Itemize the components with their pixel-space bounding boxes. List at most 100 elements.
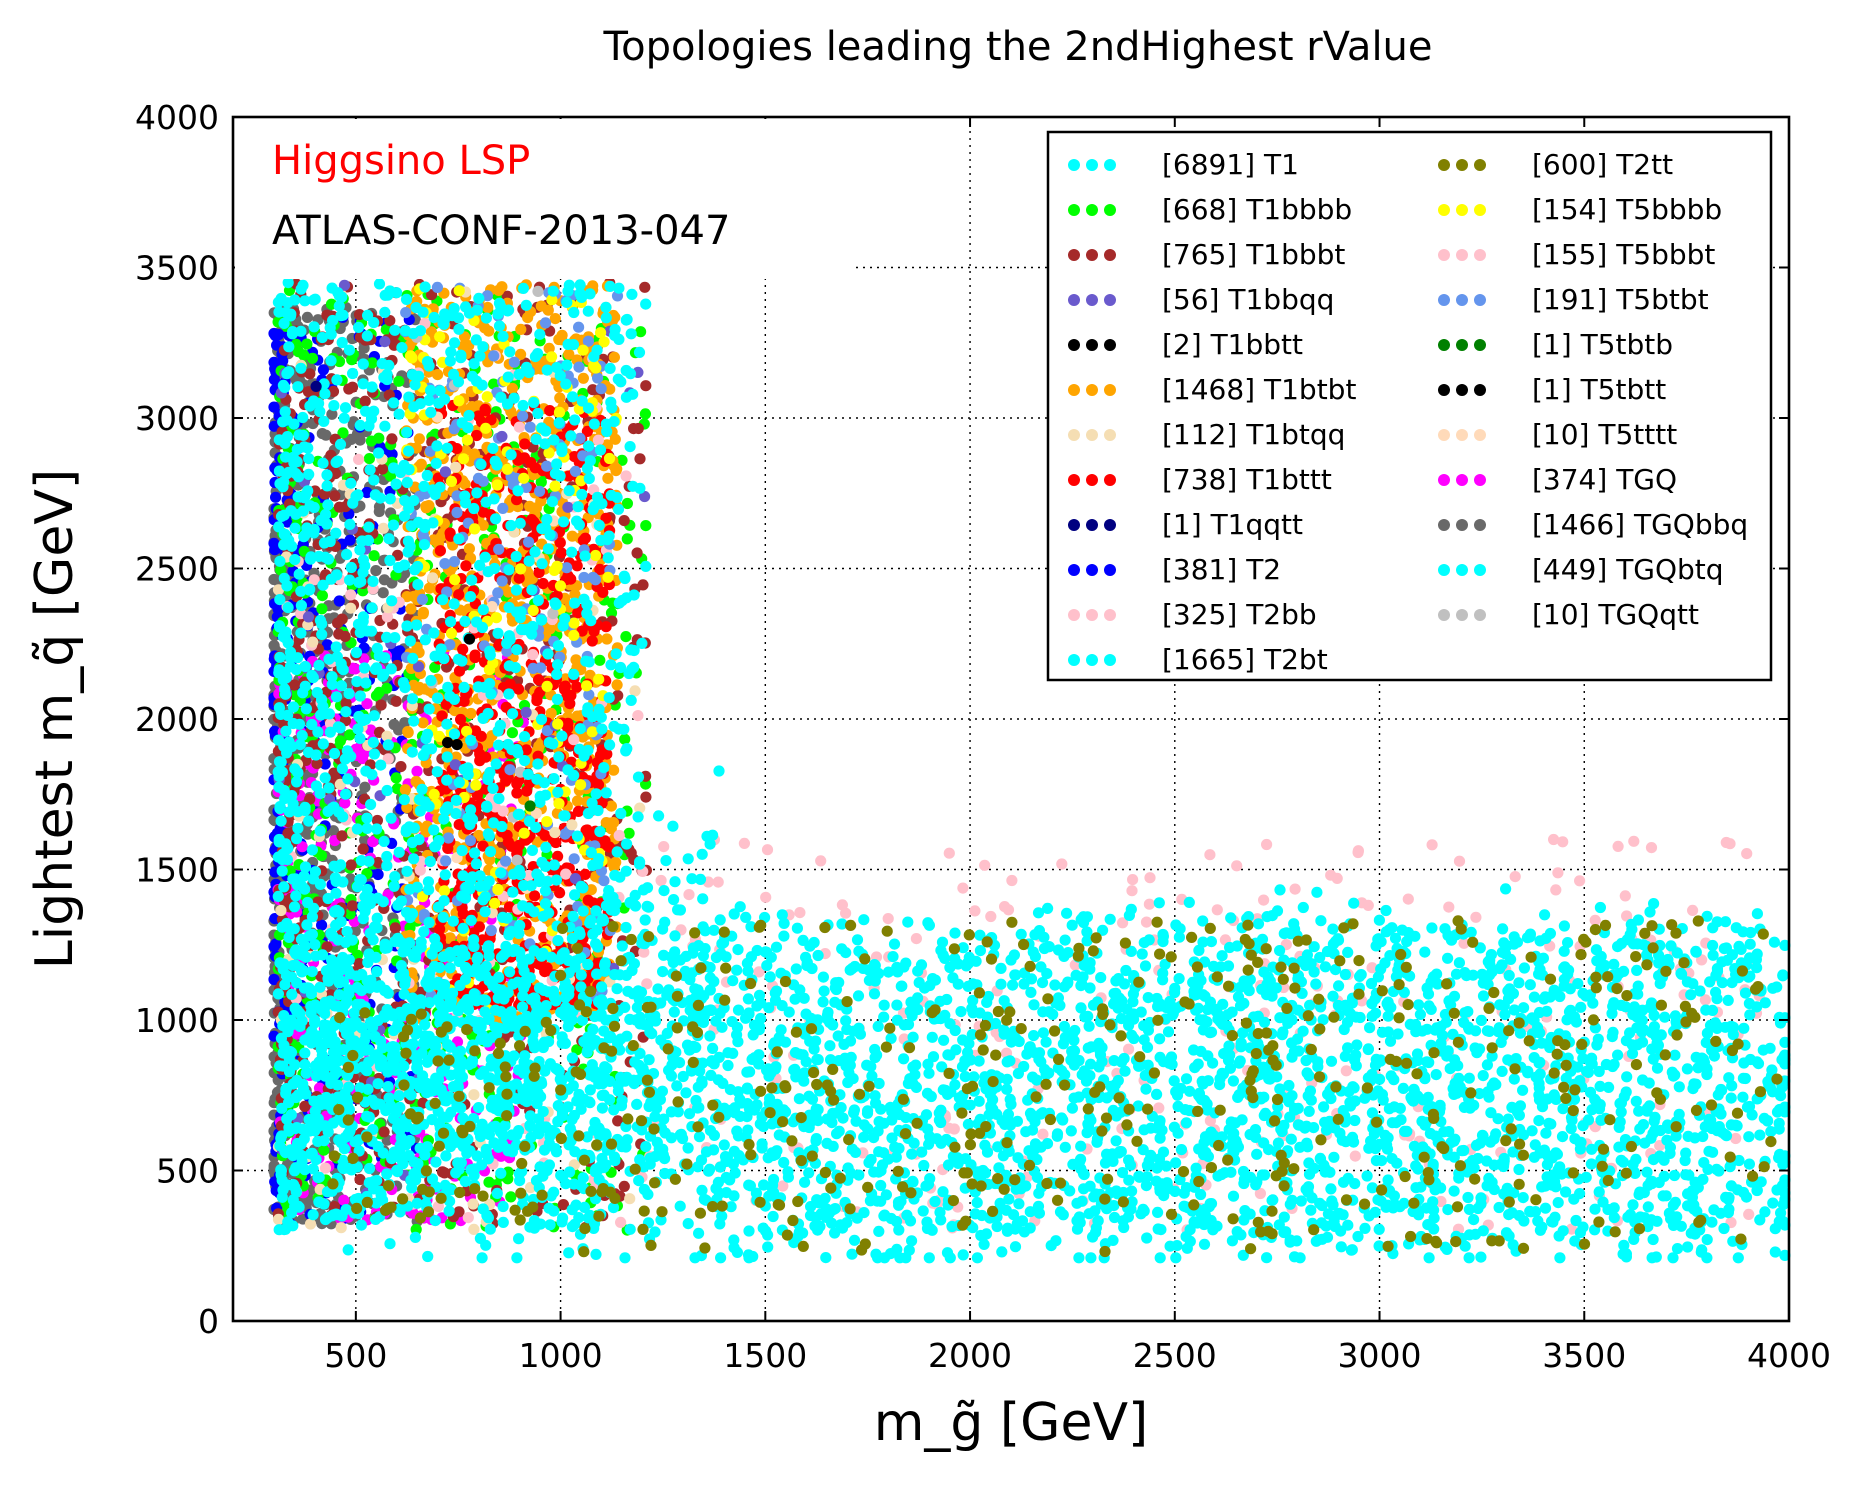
data-point-t1bbqq <box>521 707 532 718</box>
data-point-t5bbbb <box>470 780 481 791</box>
data-point-t1btbt <box>417 717 428 728</box>
data-point-t1bbbt <box>619 1181 630 1192</box>
data-point-t1bbbb <box>507 727 518 738</box>
data-point-t1bbbt <box>336 830 347 841</box>
data-point-t5bbbt <box>762 844 773 855</box>
data-point-t5bbbb <box>593 674 604 685</box>
data-point-t2bt <box>440 869 451 880</box>
data-point-t2bt <box>351 647 362 658</box>
data-point-t5bbbb <box>554 407 565 418</box>
data-point-t5bbbb <box>489 898 500 909</box>
data-point-t2bb <box>320 1163 331 1174</box>
data-point-t5bbbb <box>453 395 464 406</box>
chart-title: Topologies leading the 2ndHighest rValue <box>602 24 1432 70</box>
data-point-t5bbbt <box>837 899 848 910</box>
data-point-t1bbbb <box>346 354 357 365</box>
data-point-t5bbbb <box>555 580 566 591</box>
data-point-t1bttt <box>434 924 445 935</box>
data-point-t5bbbb <box>446 628 457 639</box>
data-point-t2bt <box>394 847 405 858</box>
data-point-t1bbbt <box>640 380 651 391</box>
data-point-t1btbt <box>479 322 490 333</box>
data-point-t1btbt <box>400 784 411 795</box>
data-point-t1btbt <box>533 741 544 752</box>
data-point-t1bbbb <box>483 1177 494 1188</box>
data-point-t5bbbb <box>454 285 465 296</box>
data-point-t2bb <box>615 1217 626 1228</box>
data-point-t5btbt <box>587 572 598 583</box>
data-point-t1bbbt <box>358 843 369 854</box>
data-point-t2bb <box>1006 875 1017 886</box>
data-point-t1btqq <box>566 819 577 830</box>
data-point-t5bbbb <box>449 574 460 585</box>
data-point-t2bb <box>1550 884 1561 895</box>
data-point-t1bttt <box>565 574 576 585</box>
data-point-t1bttt <box>564 698 575 709</box>
data-point-t5btbt <box>534 486 545 497</box>
data-point-t2bb <box>1646 842 1657 853</box>
data-point-t5bbbb <box>484 664 495 675</box>
data-point-t5bbbb <box>405 350 416 361</box>
data-point-tgqbbq <box>378 587 389 598</box>
data-point-t2bt <box>368 474 379 485</box>
data-point-t2bb <box>883 913 894 924</box>
data-point-t2bt <box>515 518 526 529</box>
data-point-t2bb <box>944 848 955 859</box>
data-point-t5bbbt <box>1613 841 1624 852</box>
data-point-t1btqq <box>345 603 356 614</box>
data-point-t1btbt <box>416 459 427 470</box>
data-point-t1bbbb <box>293 346 304 357</box>
data-point-t1bbbb <box>624 828 635 839</box>
data-point-t1bttt <box>562 718 573 729</box>
data-point-t1btbt <box>610 857 621 868</box>
data-point-t2bb <box>794 907 805 918</box>
data-point-t2bb <box>498 806 509 817</box>
data-point-t1bbbb <box>317 590 328 601</box>
data-point-t5bbbt <box>1470 912 1481 923</box>
data-point-t1bbbt <box>347 900 358 911</box>
data-point-t1bbbb <box>622 533 633 544</box>
data-point-t2bt <box>431 440 442 451</box>
data-point-t1btbt <box>612 679 623 690</box>
data-point-t1bttt <box>476 731 487 742</box>
data-point-t5bbbt <box>1403 894 1414 905</box>
data-point-t5bbbt <box>1258 895 1269 906</box>
data-point-t1bttt <box>473 410 484 421</box>
data-point-t5bbbt <box>1350 1151 1361 1162</box>
data-point-t2 <box>318 364 329 375</box>
data-point-t1bbbt <box>340 631 351 642</box>
data-point-t5btbt <box>493 544 504 555</box>
data-point-t5bbbb <box>492 479 503 490</box>
data-point-t5bbbb <box>491 612 502 623</box>
data-point-t5bbbt <box>1743 1209 1754 1220</box>
data-point-tgqqtt <box>511 855 522 866</box>
data-point-t2bb <box>760 892 771 903</box>
data-point-t1btqq <box>549 827 560 838</box>
data-point-t1bttt <box>454 666 465 677</box>
data-point-t2bt <box>319 388 330 399</box>
data-point-t1btqq <box>427 572 438 583</box>
data-point-t1bbbb <box>505 1191 516 1202</box>
data-point-t2bt <box>626 695 637 706</box>
data-point-t1btqq <box>468 1198 479 1209</box>
data-point-t2bt <box>379 421 390 432</box>
data-point-tgq <box>338 1195 349 1206</box>
data-point-t5btbt <box>592 372 603 383</box>
data-point-t2bb <box>658 841 669 852</box>
data-point-t2 <box>373 869 384 880</box>
data-point-t2bt <box>568 307 579 318</box>
data-point-t2bb <box>632 710 643 721</box>
data-point-t1bbbt <box>386 433 397 444</box>
data-point-tgqbbq <box>374 506 385 517</box>
data-point-t2bb <box>1261 839 1272 850</box>
data-point-t5btbt <box>497 503 508 514</box>
data-point-t1bbqq <box>562 502 573 513</box>
data-point-t5btbt <box>465 835 476 846</box>
data-point-t2bt <box>273 891 284 902</box>
data-point-tgqbbq <box>370 565 381 576</box>
data-point-t5bbbt <box>713 877 724 888</box>
data-point-t1bttt <box>531 695 542 706</box>
data-point-t1btbt <box>482 302 493 313</box>
data-point-t1bbbb <box>619 734 630 745</box>
data-point-t5bbbb <box>581 680 592 691</box>
